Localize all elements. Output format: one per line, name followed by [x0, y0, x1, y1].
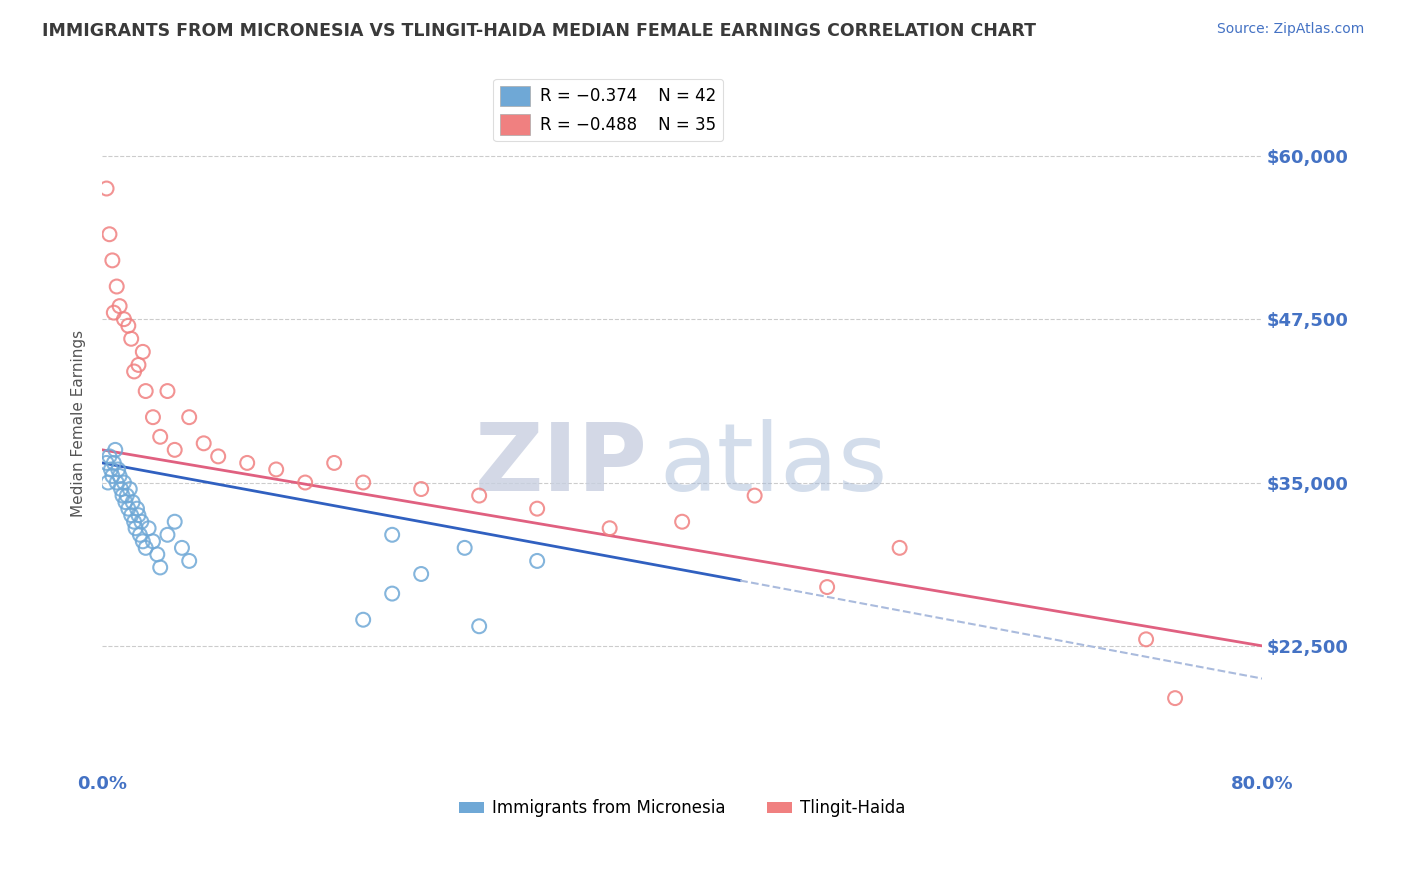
Point — [156, 384, 179, 398]
Point — [122, 364, 145, 378]
Point — [599, 521, 621, 535]
Point — [744, 489, 766, 503]
Point — [411, 566, 433, 581]
Point — [193, 436, 215, 450]
Point — [146, 548, 169, 562]
Point — [526, 554, 548, 568]
Point — [170, 541, 193, 555]
Point — [114, 495, 136, 509]
Point — [96, 181, 118, 195]
Point — [142, 410, 165, 425]
Point — [381, 528, 404, 542]
Point — [411, 482, 433, 496]
Point — [111, 489, 134, 503]
Point — [142, 534, 165, 549]
Point — [352, 613, 374, 627]
Point — [124, 521, 146, 535]
Point — [149, 560, 172, 574]
Text: Source: ZipAtlas.com: Source: ZipAtlas.com — [1216, 22, 1364, 37]
Point — [97, 475, 120, 490]
Y-axis label: Median Female Earnings: Median Female Earnings — [72, 330, 86, 517]
Point — [121, 495, 143, 509]
Point — [101, 469, 124, 483]
Point — [671, 515, 693, 529]
Point — [179, 410, 201, 425]
Point — [132, 534, 155, 549]
Text: IMMIGRANTS FROM MICRONESIA VS TLINGIT-HAIDA MEDIAN FEMALE EARNINGS CORRELATION C: IMMIGRANTS FROM MICRONESIA VS TLINGIT-HA… — [42, 22, 1036, 40]
Point — [526, 501, 548, 516]
Point — [117, 318, 139, 333]
Point — [352, 475, 374, 490]
Point — [1164, 691, 1187, 706]
Point — [103, 456, 125, 470]
Point — [132, 344, 155, 359]
Point — [264, 462, 287, 476]
Point — [100, 462, 122, 476]
Point — [236, 456, 259, 470]
Point — [112, 475, 135, 490]
Point — [129, 528, 152, 542]
Point — [96, 456, 118, 470]
Point — [125, 501, 148, 516]
Point — [103, 306, 125, 320]
Point — [1135, 632, 1157, 647]
Point — [112, 312, 135, 326]
Point — [122, 515, 145, 529]
Point — [120, 508, 142, 523]
Point — [453, 541, 475, 555]
Point — [110, 482, 132, 496]
Point — [98, 227, 121, 242]
Point — [135, 541, 157, 555]
Point — [105, 279, 128, 293]
Point — [207, 450, 229, 464]
Legend: Immigrants from Micronesia, Tlingit-Haida: Immigrants from Micronesia, Tlingit-Haid… — [451, 793, 912, 824]
Point — [294, 475, 316, 490]
Point — [135, 384, 157, 398]
Point — [98, 450, 121, 464]
Point — [115, 489, 138, 503]
Point — [101, 253, 124, 268]
Point — [889, 541, 911, 555]
Point — [468, 619, 491, 633]
Point — [149, 430, 172, 444]
Point — [156, 528, 179, 542]
Point — [105, 475, 128, 490]
Point — [468, 489, 491, 503]
Text: ZIP: ZIP — [474, 419, 647, 511]
Point — [127, 508, 149, 523]
Point — [815, 580, 838, 594]
Point — [131, 515, 153, 529]
Point — [163, 515, 186, 529]
Point — [179, 554, 201, 568]
Point — [381, 586, 404, 600]
Point — [108, 299, 131, 313]
Point — [163, 442, 186, 457]
Point — [108, 469, 131, 483]
Point — [104, 442, 127, 457]
Point — [117, 501, 139, 516]
Point — [118, 482, 141, 496]
Point — [107, 462, 129, 476]
Point — [138, 521, 160, 535]
Point — [120, 332, 142, 346]
Text: atlas: atlas — [659, 419, 887, 511]
Point — [127, 358, 149, 372]
Point — [323, 456, 346, 470]
